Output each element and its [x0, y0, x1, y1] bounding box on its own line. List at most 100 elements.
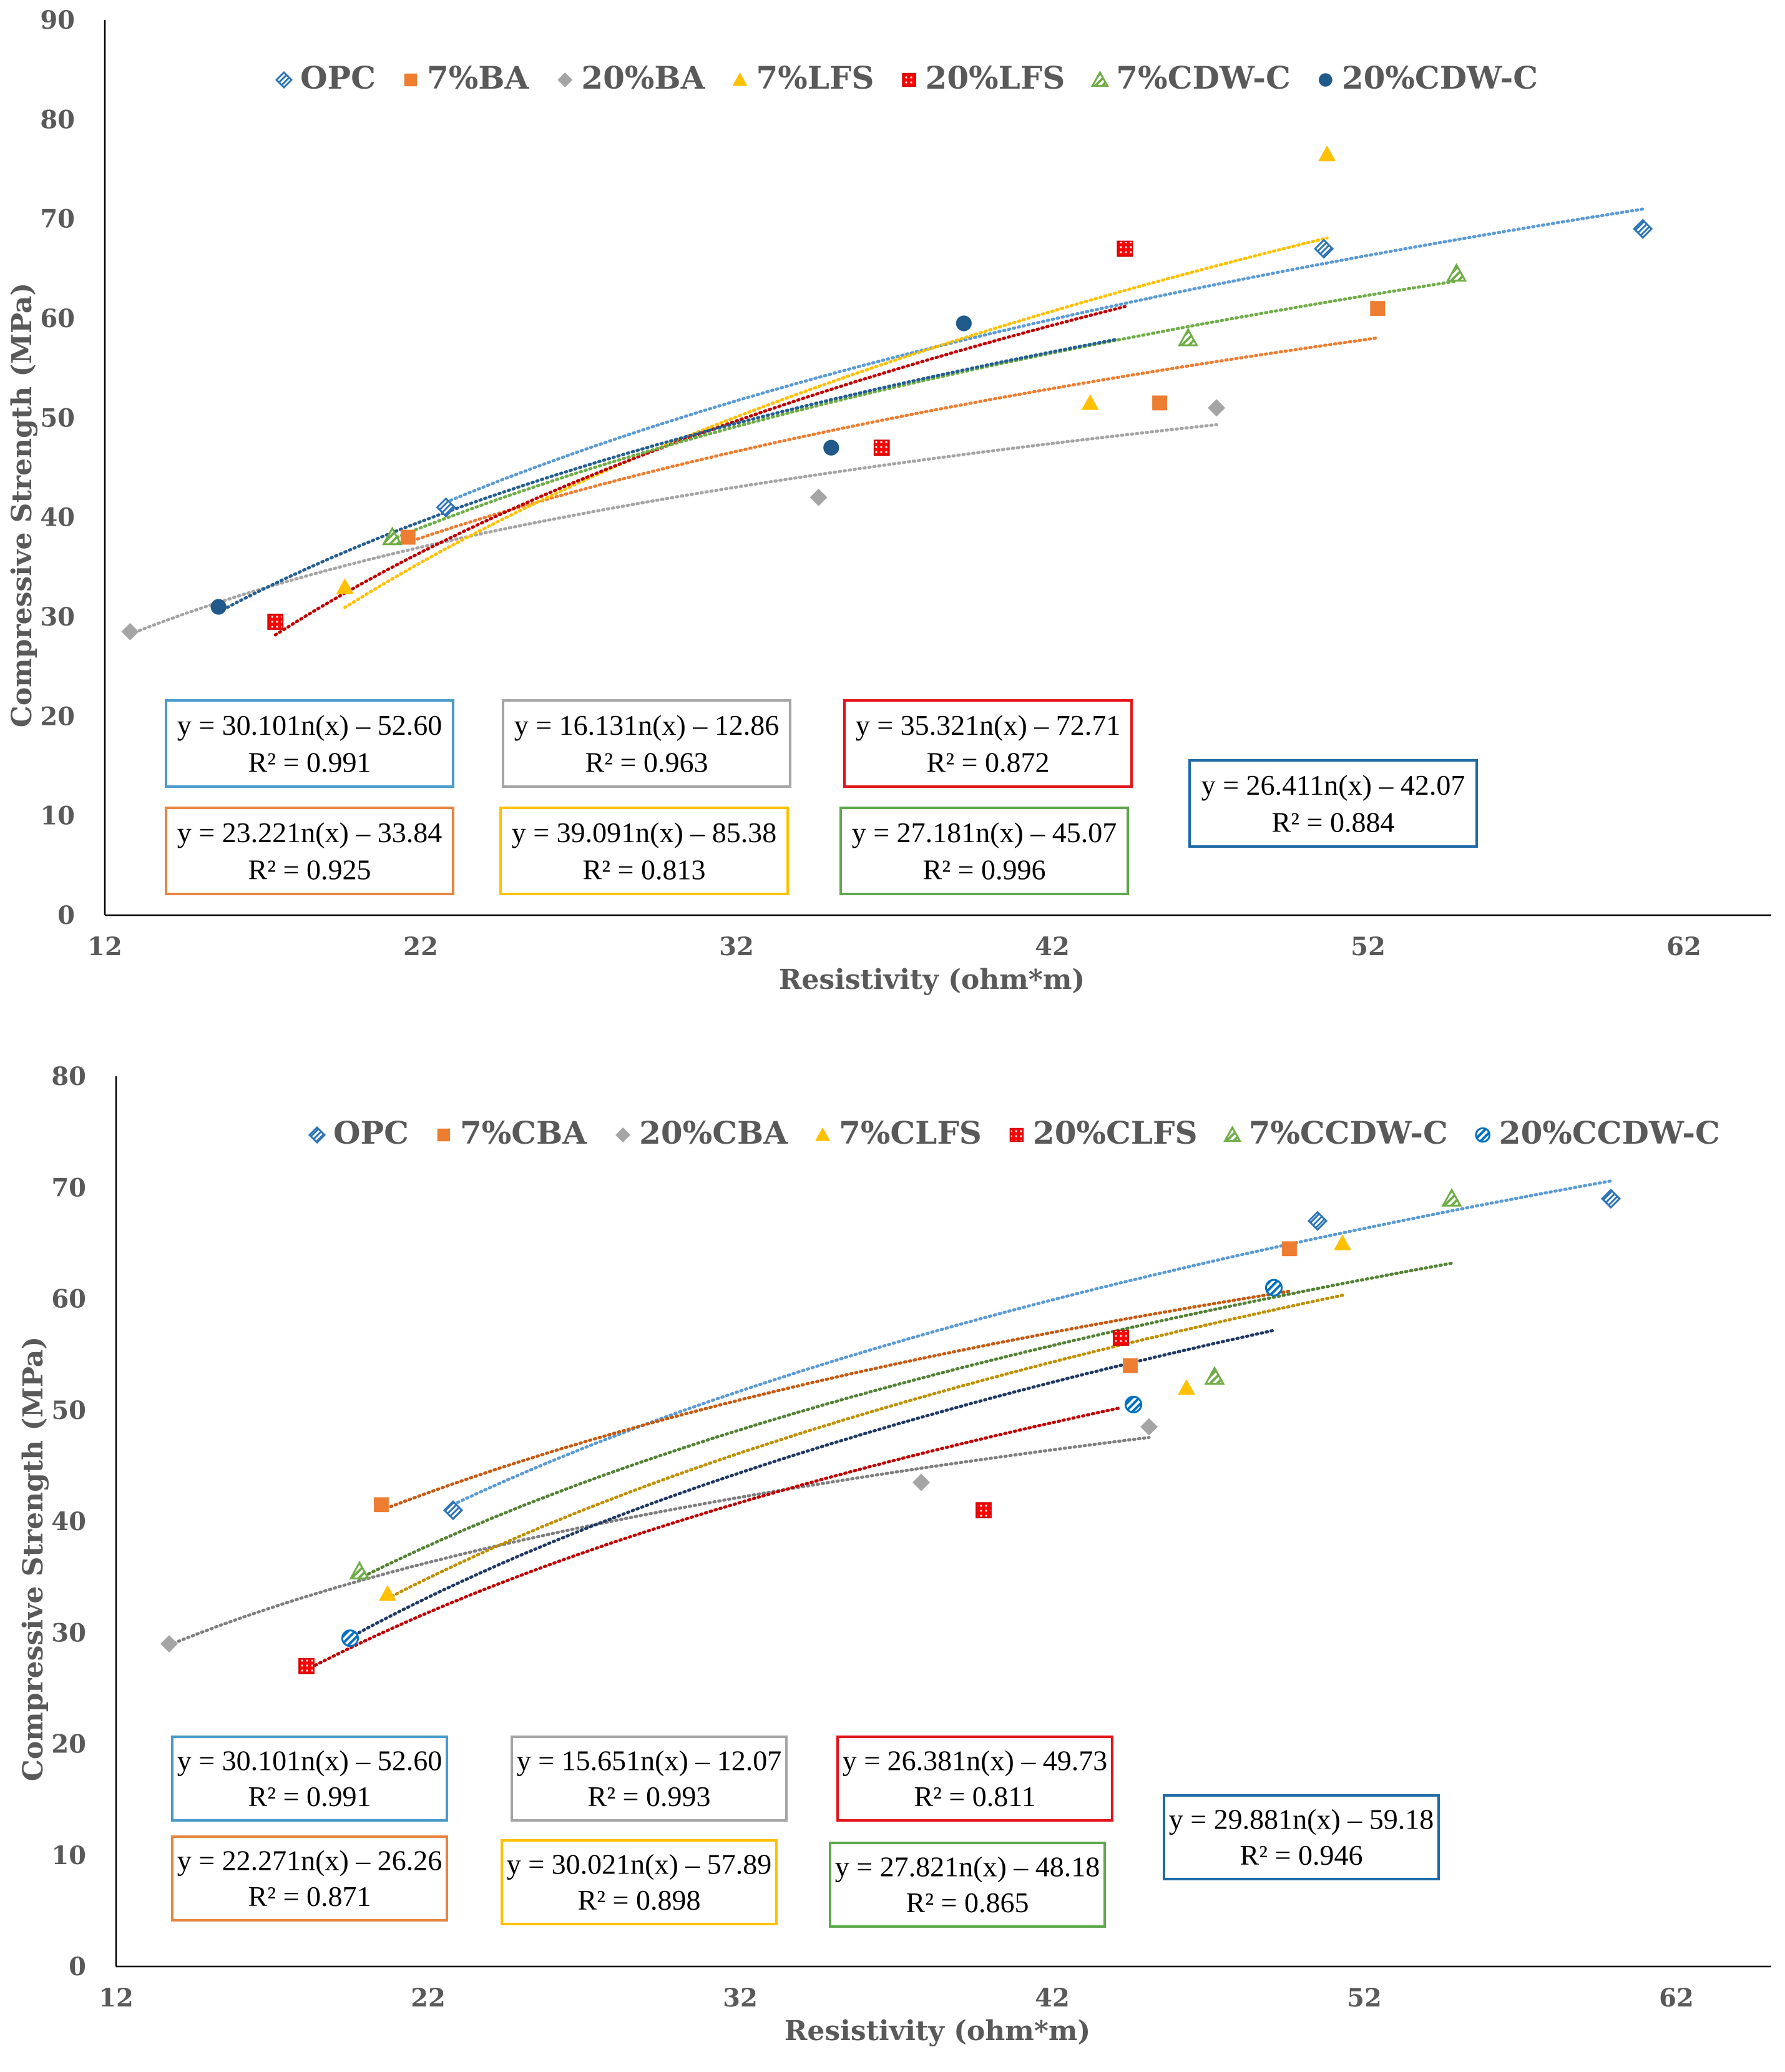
x-tick-label: 22: [403, 932, 438, 961]
data-point: [1282, 1241, 1297, 1257]
trendline: [406, 336, 1379, 544]
equation-box: y = 26.411n(x) – 42.07 R² = 0.884: [1188, 759, 1478, 848]
trend-equation: y = 16.131n(x) – 12.86: [514, 709, 780, 741]
data-point: [1600, 1188, 1621, 1209]
y-tick-label: 20: [40, 702, 75, 731]
x-tick-label: 12: [87, 932, 122, 961]
y-tick-label: 60: [51, 1285, 86, 1314]
legend-marker: [732, 72, 748, 86]
r-squared: R² = 0.813: [583, 854, 706, 886]
trendline: [217, 338, 1117, 614]
data-point: [1123, 1358, 1138, 1373]
equation-box: y = 27.181n(x) – 45.07 R² = 0.996: [839, 807, 1129, 895]
y-tick-label: 10: [51, 1841, 86, 1870]
data-point: [823, 439, 839, 456]
trend-equation: y = 22.271n(x) – 26.26: [177, 1845, 443, 1877]
r-squared: R² = 0.884: [1272, 807, 1395, 838]
chart-bottom: 0 10 20 30 40 50 60 70 80 12 22 32 42 52 62 Resistivity…: [17, 1062, 1771, 2047]
y-tick-label: 80: [40, 105, 75, 134]
data-point: [267, 614, 284, 630]
trend-equation: y = 26.381n(x) – 49.73: [843, 1745, 1108, 1777]
y-tick-label: 30: [40, 602, 75, 632]
trend-equation: y = 30.101n(x) – 52.60: [177, 1745, 443, 1777]
trend-equation: y = 39.091n(x) – 85.38: [512, 817, 777, 848]
data-point: [341, 1629, 359, 1647]
legend-entry: 7%CCDW-C: [1249, 1114, 1448, 1151]
legend-marker: [1319, 73, 1333, 87]
equation-box: y = 35.321n(x) – 72.71 R² = 0.872: [843, 699, 1133, 788]
data-point: [956, 315, 972, 331]
data-point: [1113, 1329, 1129, 1346]
y-tick-label: 70: [40, 205, 75, 234]
trend-equation: y = 15.651n(x) – 12.07: [517, 1745, 782, 1777]
data-point: [1633, 218, 1653, 239]
data-point: [443, 1500, 464, 1521]
legend-entry: 20%LFS: [926, 59, 1065, 96]
data-point: [1314, 238, 1334, 259]
trend-equation: y = 23.221n(x) – 33.84: [177, 817, 443, 848]
legend-entry: OPC: [300, 59, 376, 96]
data-point: [1446, 263, 1467, 282]
legend-entry: 20%CDW-C: [1342, 59, 1538, 96]
legend-marker: [1009, 1127, 1024, 1142]
r-squared: R² = 0.865: [906, 1887, 1029, 1918]
trendline: [129, 423, 1218, 636]
legend-marker: [275, 71, 293, 89]
legend-marker: [437, 1128, 451, 1142]
data-point: [349, 1561, 370, 1579]
data-point: [1370, 301, 1386, 316]
legend-marker: [615, 1127, 631, 1142]
trendline: [444, 207, 1645, 504]
legend-entry: 20%BA: [581, 59, 705, 96]
data-point: [436, 497, 456, 518]
x-tick-label: 32: [719, 932, 754, 961]
legend-marker: [1475, 1127, 1491, 1143]
equation-box: y = 27.821n(x) – 48.18 R² = 0.865: [829, 1842, 1106, 1928]
x-axis-title: Resistivity (ohm*m): [779, 964, 1085, 996]
data-point: [1264, 1279, 1283, 1297]
legend-marker: [902, 72, 916, 87]
legend-marker: [1090, 70, 1109, 87]
trendline: [348, 1328, 1276, 1639]
equation-box: y = 39.091n(x) – 85.38 R² = 0.813: [499, 807, 789, 895]
x-tick-label: 52: [1351, 932, 1386, 961]
data-point: [381, 526, 403, 546]
trendline: [167, 1436, 1151, 1647]
r-squared: R² = 0.925: [248, 854, 371, 886]
data-point: [336, 578, 354, 594]
x-tick-label: 22: [411, 1983, 446, 2013]
y-axis-title: Compressive Strength (MPa): [17, 1337, 49, 1781]
data-point: [809, 488, 828, 506]
data-point: [400, 529, 416, 545]
legend-entry: 20%CBA: [639, 1114, 788, 1151]
trendline: [451, 1179, 1613, 1506]
data-point: [379, 1584, 396, 1601]
equation-box: y = 16.131n(x) – 12.86 R² = 0.963: [502, 699, 791, 788]
equation-box: y = 23.221n(x) – 33.84 R² = 0.925: [165, 807, 454, 895]
y-tick-label: 50: [51, 1396, 86, 1425]
data-point: [1178, 1379, 1195, 1395]
r-squared: R² = 0.963: [585, 747, 708, 778]
data-point: [121, 622, 139, 641]
trend-equation: y = 35.321n(x) – 72.71: [856, 709, 1121, 741]
y-tick-label: 60: [40, 304, 75, 333]
r-squared: R² = 0.991: [248, 747, 371, 778]
x-tick-label: 62: [1666, 932, 1701, 961]
data-point: [1208, 399, 1226, 417]
legend-marker: [557, 72, 573, 87]
legend-entry: 7%LFS: [756, 59, 874, 96]
data-point: [1117, 240, 1133, 257]
y-tick-label: 40: [51, 1507, 86, 1536]
r-squared: R² = 0.993: [588, 1780, 711, 1812]
trend-equation: y = 27.181n(x) – 45.07: [852, 817, 1117, 848]
legend: OPC 7%CBA 20%CBA 7%CLFS 20%CLFS 7%CCDW-C 20%CC…: [308, 1114, 1720, 1151]
data-point: [374, 1497, 389, 1513]
data-point: [976, 1502, 992, 1519]
data-point: [1318, 145, 1336, 162]
x-tick-label: 62: [1659, 1983, 1694, 2013]
trendline: [358, 1261, 1454, 1580]
y-tick-label: 20: [51, 1730, 86, 1759]
legend-entry: 7%CBA: [460, 1114, 587, 1151]
